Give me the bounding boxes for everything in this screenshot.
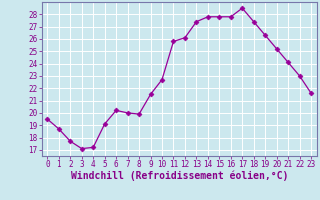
X-axis label: Windchill (Refroidissement éolien,°C): Windchill (Refroidissement éolien,°C): [70, 171, 288, 181]
